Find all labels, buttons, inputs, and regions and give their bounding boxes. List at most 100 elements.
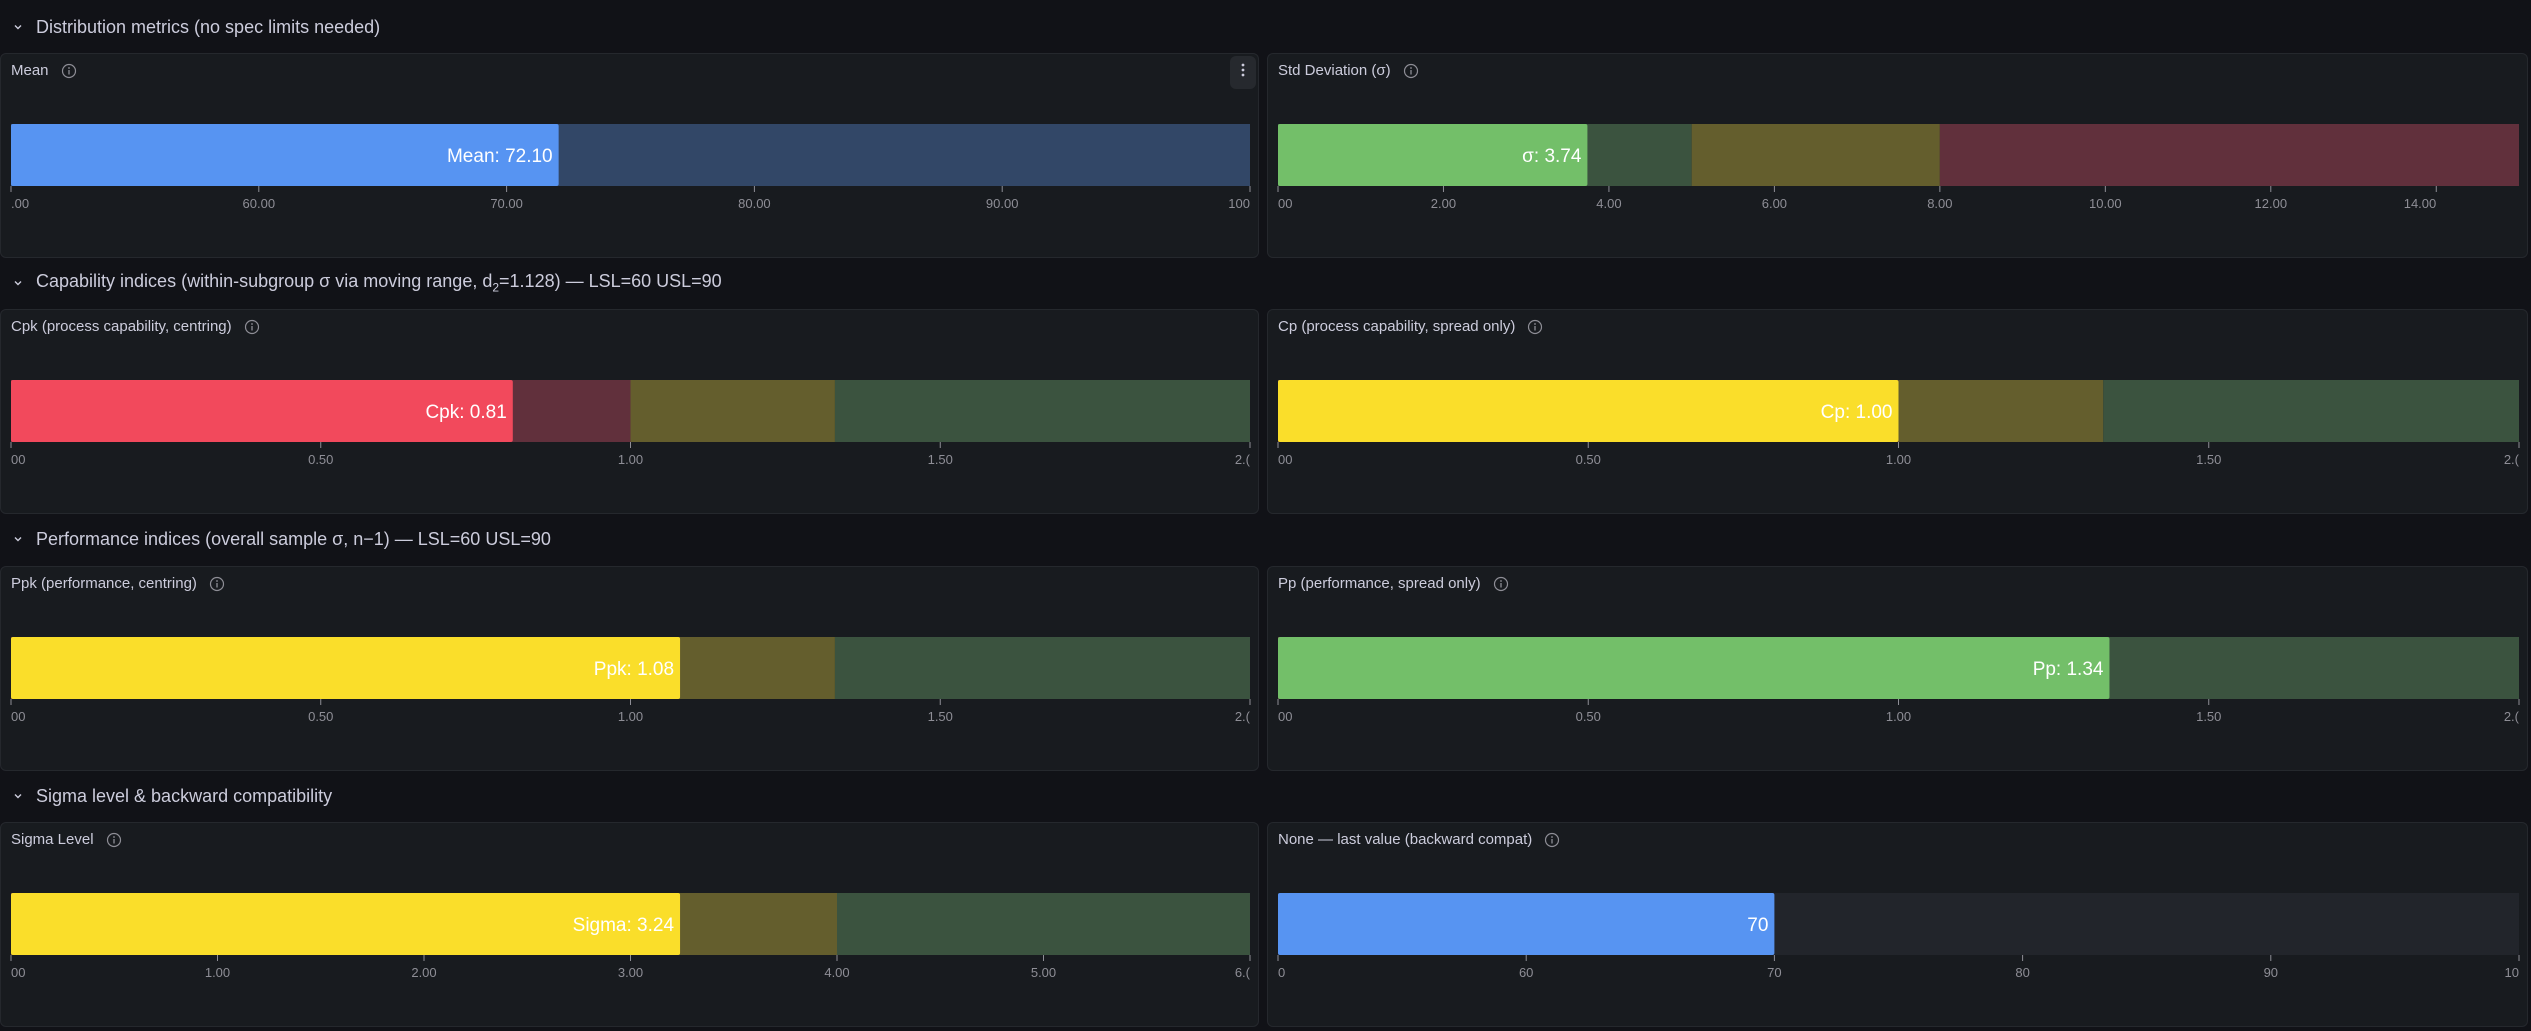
panel-title: None — last value (backward compat) xyxy=(1278,831,1533,848)
kebab-vertical-icon xyxy=(1240,62,1246,83)
chevron-down-icon[interactable] xyxy=(11,20,25,34)
axis-tick-label: 2.( xyxy=(2504,709,2520,724)
gauge-value-bar xyxy=(1278,124,1588,186)
axis-tick-label: 1.50 xyxy=(928,709,953,724)
row-title: Performance indices (overall sample σ, n… xyxy=(36,528,551,549)
info-icon[interactable] xyxy=(1544,832,1560,848)
gauge-value-label: 70 xyxy=(1747,915,1768,936)
info-icon[interactable] xyxy=(61,63,77,79)
threshold-band-yellow xyxy=(1691,124,1940,186)
chevron-down-icon[interactable] xyxy=(11,276,25,290)
panel-header: Pp (performance, spread only) xyxy=(1278,575,1509,592)
panel-header: Mean xyxy=(11,62,77,79)
panel-header: Sigma Level xyxy=(11,831,122,848)
axis-tick-label: 00 xyxy=(11,965,25,980)
panel-pp: Pp (performance, spread only) Pp: 1.34 00 0… xyxy=(1267,566,2528,771)
axis-tick-label: 1.50 xyxy=(2196,709,2221,724)
info-icon[interactable] xyxy=(1527,319,1543,335)
info-icon[interactable] xyxy=(106,832,122,848)
panel-title: Pp (performance, spread only) xyxy=(1278,575,1481,592)
axis-tick-label: 6.( xyxy=(1235,965,1251,980)
bar-gauge: σ: 3.74 00 2.00 4.00 6.00 8.00 10.00 12.00 14.00 xyxy=(1277,124,2519,211)
panel-header: Cpk (process capability, centring) xyxy=(11,318,260,335)
axis-tick-label: 1.00 xyxy=(618,709,643,724)
threshold-band-green xyxy=(2103,637,2519,699)
panel-header: None — last value (backward compat) xyxy=(1278,831,1560,848)
row-header-distribution[interactable]: Distribution metrics (no spec limits nee… xyxy=(0,12,380,42)
axis-tick-label: 00 xyxy=(11,709,25,724)
bar-gauge: Ppk: 1.08 00 0.50 1.00 1.50 2.( xyxy=(10,637,1251,724)
axis-tick-label: 4.00 xyxy=(1596,196,1621,211)
panel-title: Sigma Level xyxy=(11,831,94,848)
panel-title: Std Deviation (σ) xyxy=(1278,62,1391,79)
axis-tick-label: 10.00 xyxy=(2089,196,2122,211)
gauge-value-label: σ: 3.74 xyxy=(1522,146,1582,167)
row-title-post: =1.128) — LSL=60 USL=90 xyxy=(499,271,722,292)
row-title-pre: Capability indices (within-subgroup σ vi… xyxy=(36,271,493,292)
axis-tick-label: 12.00 xyxy=(2255,196,2288,211)
axis-tick-label: 2.00 xyxy=(411,965,436,980)
panel-title: Cpk (process capability, centring) xyxy=(11,318,232,335)
axis-tick-label: 60 xyxy=(1519,965,1533,980)
row-title: Distribution metrics (no spec limits nee… xyxy=(36,16,381,37)
row-header-capability[interactable]: Capability indices (within-subgroup σ vi… xyxy=(0,268,722,298)
row-title-subscript: 2 xyxy=(492,280,500,295)
axis-tick-label: 60.00 xyxy=(243,196,276,211)
axis-tick-label: 1.00 xyxy=(1886,452,1911,467)
chevron-down-icon[interactable] xyxy=(11,789,25,803)
axis-tick-label: 1.50 xyxy=(2196,452,2221,467)
threshold-band-red xyxy=(1939,124,2519,186)
info-icon[interactable] xyxy=(1403,63,1419,79)
panel-header: Cp (process capability, spread only) xyxy=(1278,318,1543,335)
bar-gauge: Cpk: 0.81 00 0.50 1.00 1.50 2.( xyxy=(10,380,1251,467)
panel-menu-button[interactable] xyxy=(1230,56,1256,89)
axis-tick-label: 1.50 xyxy=(928,452,953,467)
gauge-value-bar xyxy=(1278,893,1775,955)
bar-gauge: Pp: 1.34 00 0.50 1.00 1.50 2.( xyxy=(1277,637,2520,724)
axis-tick-label: 0 xyxy=(1278,965,1285,980)
panel-sigma-level: Sigma Level Sigma: 3.24 00 1.00 2.00 3.00 4.00… xyxy=(0,822,1259,1027)
gauge-value-bar xyxy=(1278,380,1899,442)
panel-cp: Cp (process capability, spread only) Cp: … xyxy=(1267,309,2528,514)
threshold-band-green xyxy=(2103,380,2519,442)
info-icon[interactable] xyxy=(244,319,260,335)
axis-tick-label: 2.( xyxy=(1235,709,1251,724)
threshold-band-yellow xyxy=(1898,380,2104,442)
axis-tick-label: .00 xyxy=(11,196,29,211)
panel-header: Ppk (performance, centring) xyxy=(11,575,225,592)
gauge-value-bar xyxy=(11,637,681,699)
axis-tick-label: 1.00 xyxy=(205,965,230,980)
axis-tick-label: 00 xyxy=(1278,452,1292,467)
gauge-value-label: Pp: 1.34 xyxy=(2033,659,2104,680)
axis-tick-label: 80.00 xyxy=(738,196,771,211)
panel-title: Cp (process capability, spread only) xyxy=(1278,318,1516,335)
axis-tick-label: 6.00 xyxy=(1762,196,1787,211)
axis-tick-label: 00 xyxy=(11,452,25,467)
bar-gauge: Sigma: 3.24 00 1.00 2.00 3.00 4.00 5.00 6.( xyxy=(10,893,1251,980)
chevron-down-icon[interactable] xyxy=(11,532,25,546)
info-icon[interactable] xyxy=(209,576,225,592)
threshold-band-green xyxy=(834,380,1250,442)
gauge-value-label: Sigma: 3.24 xyxy=(573,915,675,936)
axis-tick-label: 0.50 xyxy=(1576,452,1601,467)
axis-tick-label: 0.50 xyxy=(308,709,333,724)
panel-mean: Mean Mean: 72.10 .00 60.00 70.00 80.00 90.00 10… xyxy=(0,53,1259,258)
gauge-value-label: Ppk: 1.08 xyxy=(594,659,674,680)
threshold-band-green xyxy=(837,893,1250,955)
row-title: Sigma level & backward compatibility xyxy=(36,785,333,806)
row-header-sigma[interactable]: Sigma level & backward compatibility xyxy=(0,781,332,811)
gauge-value-label: Mean: 72.10 xyxy=(447,146,553,167)
axis-tick-label: 14.00 xyxy=(2404,196,2437,211)
axis-tick-label: 90.00 xyxy=(986,196,1019,211)
axis-tick-label: 2.( xyxy=(2504,452,2520,467)
info-icon[interactable] xyxy=(1493,576,1509,592)
row-header-performance[interactable]: Performance indices (overall sample σ, n… xyxy=(0,524,551,554)
axis-tick-label: 70.00 xyxy=(490,196,523,211)
threshold-band-green xyxy=(834,637,1250,699)
gauge-value-bar xyxy=(11,380,513,442)
axis-tick-label: 90 xyxy=(2264,965,2278,980)
gauge-value-bar xyxy=(11,893,681,955)
gauge-value-bar xyxy=(11,124,559,186)
axis-tick-label: 00 xyxy=(1278,709,1292,724)
panel-ppk: Ppk (performance, centring) Ppk: 1.08 00 0.… xyxy=(0,566,1259,771)
